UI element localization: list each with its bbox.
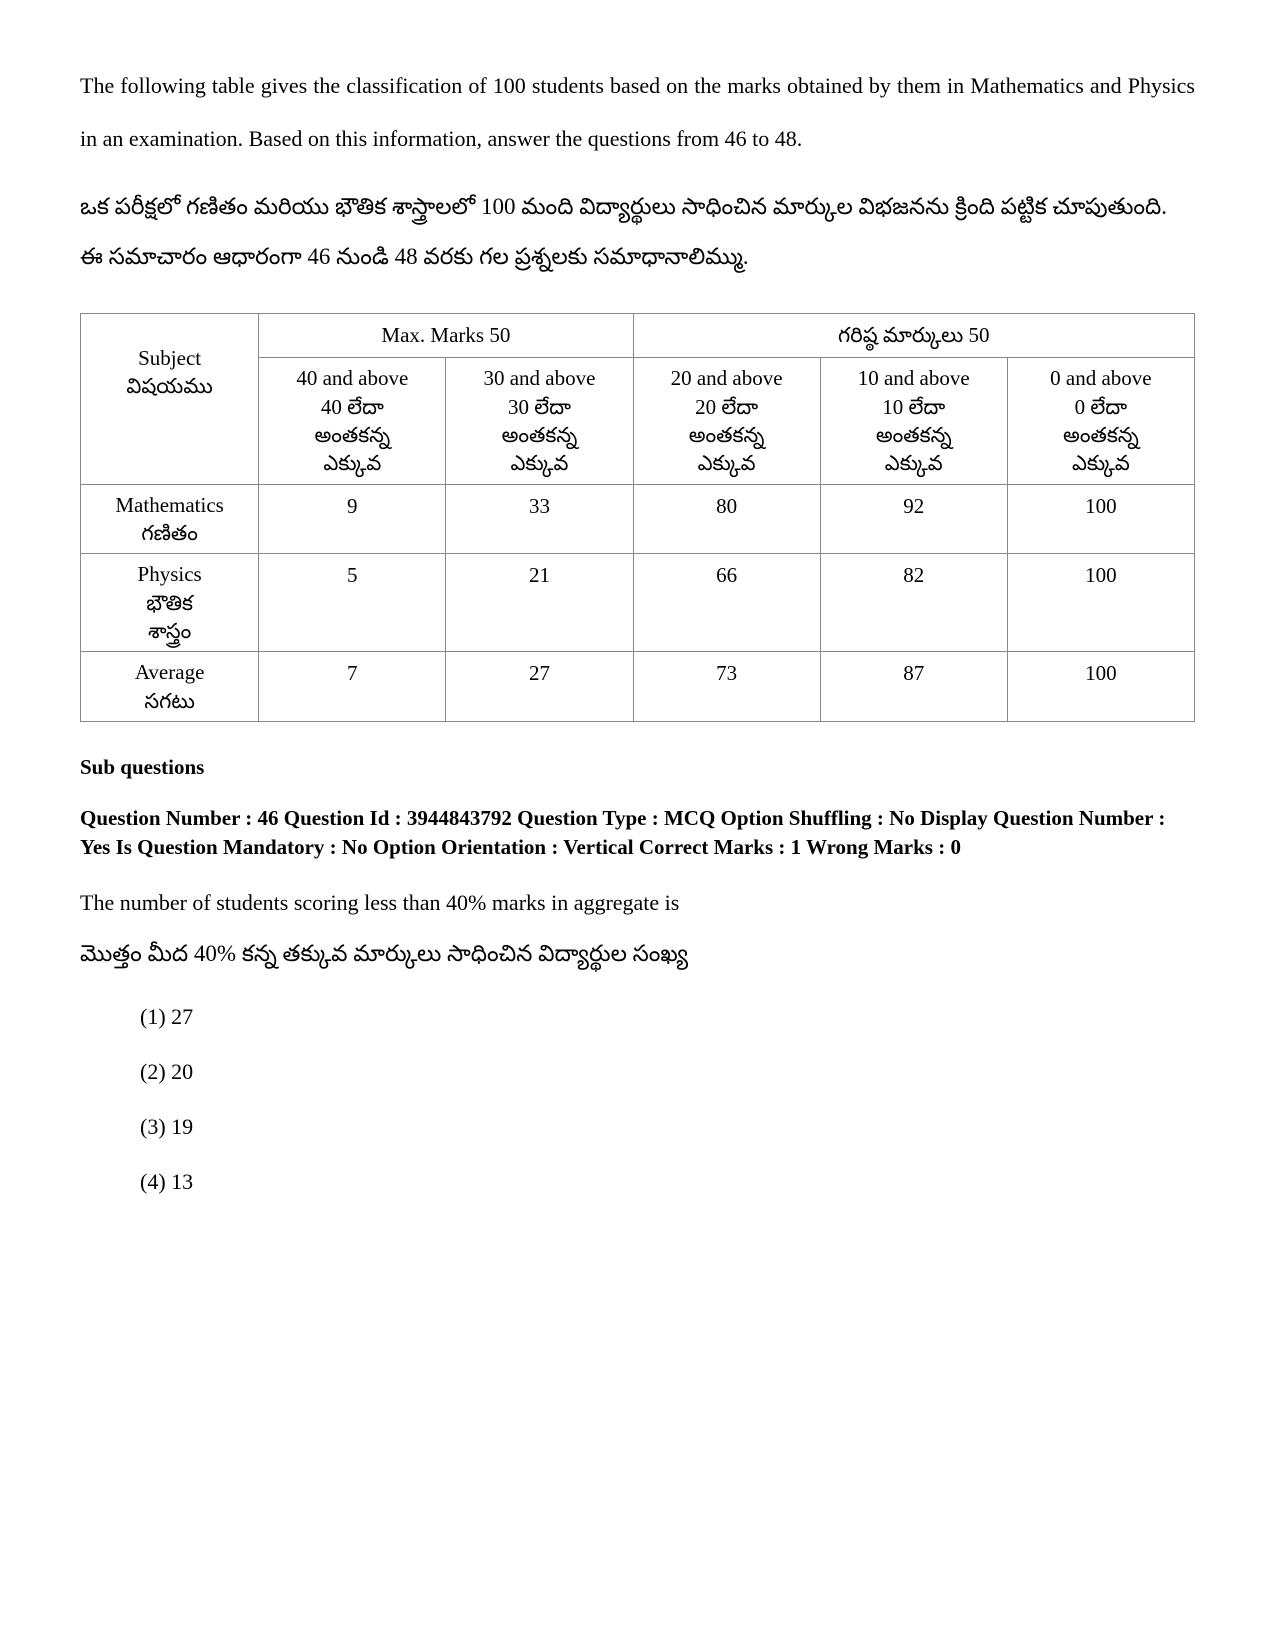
option-2: (2) 20 <box>140 1055 1195 1088</box>
col-te: అంతకన్న <box>456 421 622 449</box>
row-te: శాస్త్రం <box>91 617 248 645</box>
options-list: (1) 27 (2) 20 (3) 19 (4) 13 <box>80 1000 1195 1198</box>
intro-english: The following table gives the classifica… <box>80 60 1195 166</box>
col-te: ఎక్కువ <box>644 449 810 477</box>
option-1: (1) 27 <box>140 1000 1195 1033</box>
subject-label-en: Subject <box>91 344 248 372</box>
row-label-math: Mathematics గణితం <box>81 484 259 554</box>
row-en: Mathematics <box>91 491 248 519</box>
table-row: Physics భౌతిక శాస్త్రం 5 21 66 82 100 <box>81 554 1195 652</box>
col-header-0: 0 and above 0 లేదా అంతకన్న ఎక్కువ <box>1007 358 1194 484</box>
table-row: Mathematics గణితం 9 33 80 92 100 <box>81 484 1195 554</box>
cell: 100 <box>1007 554 1194 652</box>
cell: 80 <box>633 484 820 554</box>
header-max-te: గరిష్ఠ మార్కులు 50 <box>633 313 1194 358</box>
question-meta: Question Number : 46 Question Id : 39448… <box>80 804 1195 863</box>
question-telugu: మొత్తం మీద 40% కన్న తక్కువ మార్కులు సాధి… <box>80 937 1195 972</box>
cell: 87 <box>820 652 1007 722</box>
col-te: 40 లేదా <box>269 393 435 421</box>
cell: 33 <box>446 484 633 554</box>
cell: 21 <box>446 554 633 652</box>
col-te: ఎక్కువ <box>831 449 997 477</box>
cell: 5 <box>259 554 446 652</box>
question-english: The number of students scoring less than… <box>80 886 1195 919</box>
sub-questions-label: Sub questions <box>80 752 1195 784</box>
intro-telugu: ఒక పరీక్షలో గణితం మరియు భౌతిక శాస్త్రాలల… <box>80 182 1195 283</box>
option-3: (3) 19 <box>140 1110 1195 1143</box>
cell: 100 <box>1007 652 1194 722</box>
subject-header-cell: Subject విషయము <box>81 313 259 484</box>
row-label-average: Average సగటు <box>81 652 259 722</box>
cell: 92 <box>820 484 1007 554</box>
row-te: గణితం <box>91 519 248 547</box>
col-header-10: 10 and above 10 లేదా అంతకన్న ఎక్కువ <box>820 358 1007 484</box>
cell: 100 <box>1007 484 1194 554</box>
row-te: సగటు <box>91 687 248 715</box>
cell: 73 <box>633 652 820 722</box>
table-row: Average సగటు 7 27 73 87 100 <box>81 652 1195 722</box>
header-max-en: Max. Marks 50 <box>259 313 633 358</box>
col-en: 0 and above <box>1018 364 1184 392</box>
col-te: 10 లేదా <box>831 393 997 421</box>
cell: 27 <box>446 652 633 722</box>
col-header-40: 40 and above 40 లేదా అంతకన్న ఎక్కువ <box>259 358 446 484</box>
col-te: 30 లేదా <box>456 393 622 421</box>
col-header-30: 30 and above 30 లేదా అంతకన్న ఎక్కువ <box>446 358 633 484</box>
row-en: Average <box>91 658 248 686</box>
col-en: 30 and above <box>456 364 622 392</box>
cell: 7 <box>259 652 446 722</box>
cell: 9 <box>259 484 446 554</box>
option-4: (4) 13 <box>140 1165 1195 1198</box>
cell: 66 <box>633 554 820 652</box>
marks-table: Subject విషయము Max. Marks 50 గరిష్ఠ మార్… <box>80 313 1195 722</box>
row-en: Physics <box>91 560 248 588</box>
col-te: అంతకన్న <box>1018 421 1184 449</box>
col-en: 10 and above <box>831 364 997 392</box>
col-te: ఎక్కువ <box>269 449 435 477</box>
col-en: 40 and above <box>269 364 435 392</box>
col-en: 20 and above <box>644 364 810 392</box>
col-te: 20 లేదా <box>644 393 810 421</box>
col-te: అంతకన్న <box>269 421 435 449</box>
cell: 82 <box>820 554 1007 652</box>
col-te: ఎక్కువ <box>456 449 622 477</box>
row-label-physics: Physics భౌతిక శాస్త్రం <box>81 554 259 652</box>
col-te: అంతకన్న <box>644 421 810 449</box>
col-te: అంతకన్న <box>831 421 997 449</box>
row-te: భౌతిక <box>91 589 248 617</box>
col-te: ఎక్కువ <box>1018 449 1184 477</box>
subject-label-te: విషయము <box>91 372 248 400</box>
col-te: 0 లేదా <box>1018 393 1184 421</box>
col-header-20: 20 and above 20 లేదా అంతకన్న ఎక్కువ <box>633 358 820 484</box>
